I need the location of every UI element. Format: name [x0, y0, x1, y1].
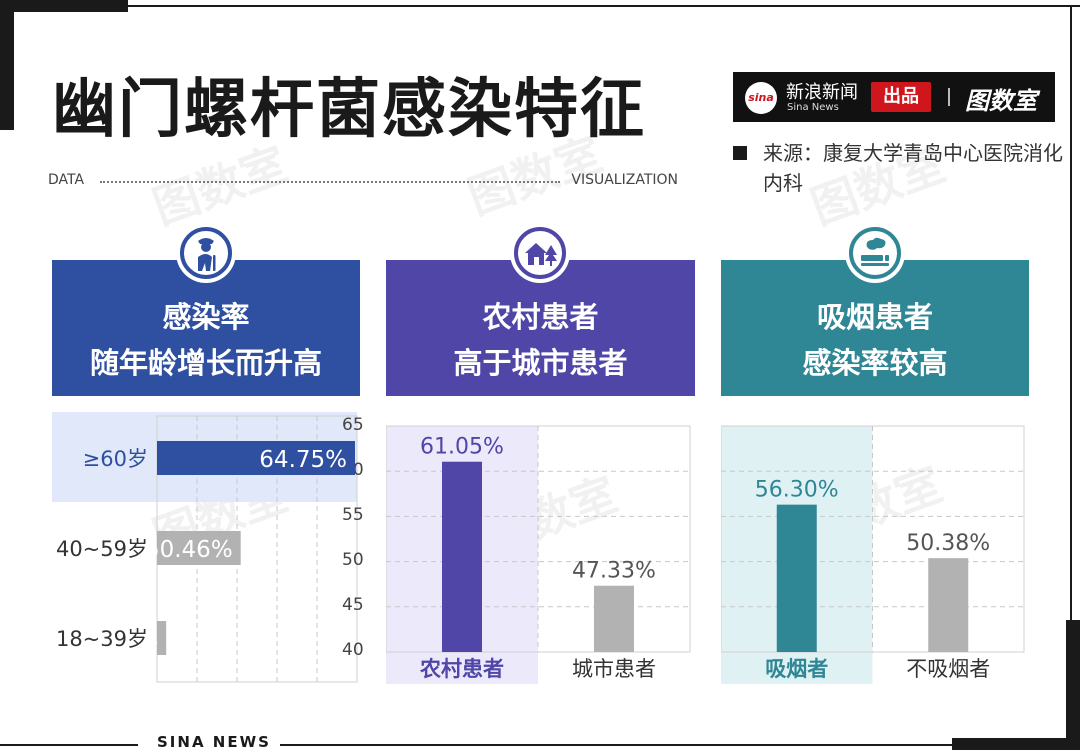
value-label: 64.75% — [259, 447, 347, 473]
card-heading: 感染率 — [162, 300, 250, 334]
brand-separator — [948, 88, 950, 106]
tick-label: 65 — [342, 415, 364, 435]
bar — [776, 504, 817, 652]
value-label: 56.30% — [755, 478, 839, 503]
source-note: 来源：康复大学青岛中心医院消化内科 — [733, 138, 1068, 198]
card-subheading: 高于城市患者 — [453, 346, 628, 380]
frame-top-line — [128, 5, 1080, 7]
category-label: 不吸烟者 — [906, 657, 990, 681]
value-label: 41.15% — [70, 627, 158, 653]
house-trees-icon — [510, 223, 570, 283]
corner-top-left-horizontal — [0, 0, 128, 12]
smoking-icon — [845, 223, 905, 283]
category-label: 吸烟者 — [765, 657, 828, 681]
category-label: ≥60岁 — [83, 447, 148, 471]
value-label: 61.05% — [420, 435, 504, 460]
card-age: 感染率 随年龄增长而升高 — [52, 260, 360, 396]
corner-top-left-vertical — [0, 0, 14, 130]
frame-right-line — [1070, 5, 1072, 620]
bar — [928, 558, 969, 652]
sina-logo-icon: sina — [745, 82, 777, 114]
age-bar-chart: 65605550454064.75%≥60岁50.46%40~59岁41.15%… — [52, 412, 364, 683]
source-text: 来源：康复大学青岛中心医院消化内科 — [763, 141, 1063, 195]
category-label: 18~39岁 — [56, 627, 148, 651]
footer-line-left — [0, 744, 138, 746]
footer-line-right — [280, 744, 1080, 746]
card-heading: 农村患者 — [482, 300, 599, 334]
brand-name: 新浪新闻 — [786, 82, 858, 103]
tick-label: 55 — [342, 505, 364, 525]
brand-bar: sina 新浪新闻 Sina News 出品 图数室 — [733, 72, 1055, 122]
tick-label: 45 — [342, 595, 364, 615]
tick-label: 40 — [342, 640, 364, 660]
value-label: 47.33% — [572, 559, 656, 584]
card-subheading: 感染率较高 — [802, 346, 948, 380]
value-label: 50.38% — [906, 531, 990, 556]
elderly-person-icon — [176, 223, 236, 283]
footer-label: SINA NEWS — [157, 733, 271, 750]
residence-bar-chart: 61.05% 农村患者 47.33% 城市患者 — [386, 425, 691, 684]
corner-bottom-right-vertical — [1066, 620, 1080, 750]
bar — [594, 585, 634, 652]
source-square-icon — [733, 146, 747, 160]
category-label: 城市患者 — [572, 657, 656, 681]
page-title: 幽门螺杆菌感染特征 — [52, 73, 646, 147]
card-heading: 吸烟患者 — [816, 300, 933, 334]
visualization-label: VISUALIZATION — [571, 172, 678, 188]
brand-name-en: Sina News — [787, 102, 839, 113]
bar — [157, 441, 355, 475]
data-label: DATA — [48, 172, 85, 188]
category-label: 40~59岁 — [56, 537, 148, 561]
value-label: 50.46% — [145, 537, 233, 563]
bar — [442, 461, 482, 652]
smoking-bar-chart: 56.30% 吸烟者 50.38% 不吸烟者 — [721, 425, 1025, 684]
bar — [157, 531, 241, 565]
studio-logo: 图数室 — [965, 87, 1037, 115]
data-visualization-rule: DATA VISUALIZATION — [48, 172, 678, 192]
tick-label: 50 — [342, 550, 364, 570]
bar — [157, 621, 167, 655]
produced-badge: 出品 — [871, 82, 931, 112]
dotted-divider — [100, 181, 560, 183]
category-label: 农村患者 — [419, 657, 504, 681]
card-subheading: 随年龄增长而升高 — [89, 346, 322, 380]
